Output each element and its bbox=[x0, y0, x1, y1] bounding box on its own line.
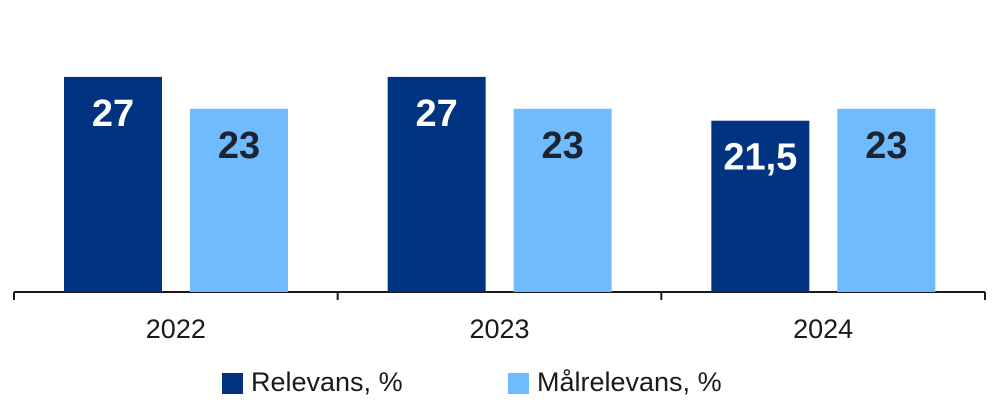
legend-swatch bbox=[222, 373, 243, 394]
legend-swatch bbox=[508, 373, 529, 394]
legend-label: Relevans, % bbox=[251, 367, 403, 397]
value-label: 23 bbox=[218, 125, 260, 167]
value-label: 21,5 bbox=[723, 137, 797, 179]
bar bbox=[837, 108, 936, 293]
x-tick-label: 2023 bbox=[469, 314, 529, 344]
bar bbox=[513, 108, 612, 293]
bar bbox=[190, 108, 288, 293]
value-label: 23 bbox=[865, 125, 907, 167]
x-tick-label: 2022 bbox=[146, 314, 206, 344]
bar bbox=[387, 76, 486, 293]
legend-label: Målrelevans, % bbox=[537, 367, 722, 397]
bar bbox=[711, 120, 810, 292]
bar bbox=[64, 76, 162, 293]
value-label: 27 bbox=[416, 93, 458, 135]
value-label: 23 bbox=[542, 125, 584, 167]
x-tick-label: 2024 bbox=[793, 314, 853, 344]
value-label: 27 bbox=[92, 93, 134, 135]
